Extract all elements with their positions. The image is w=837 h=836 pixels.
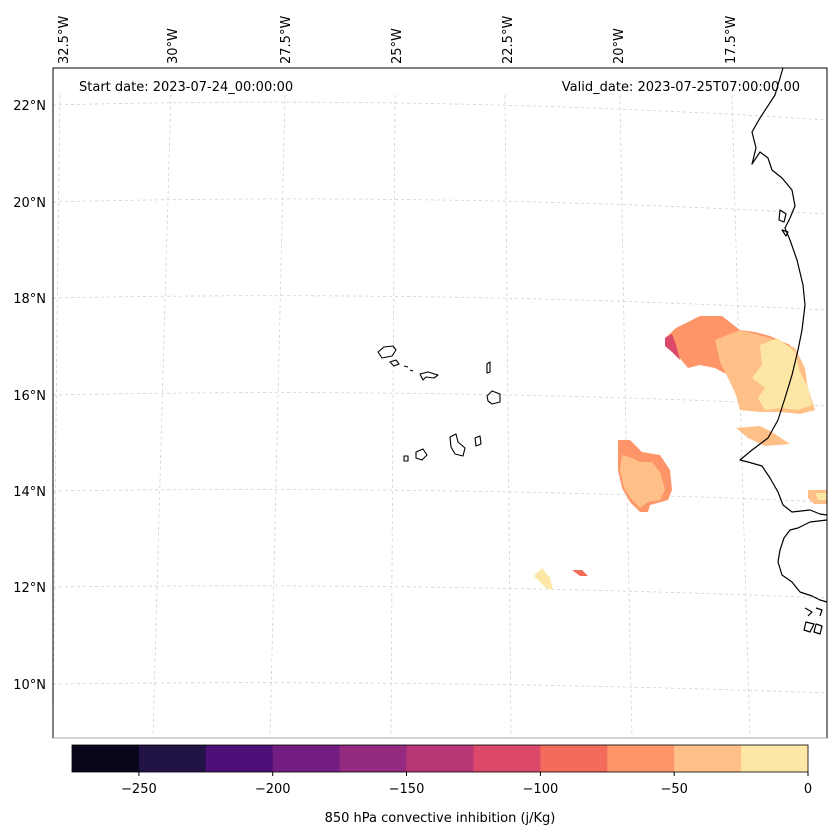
gridlines	[52, 94, 828, 739]
colorbar-tick-label: −150	[389, 782, 425, 797]
lon-label: 17.5°W	[724, 16, 739, 64]
lon-label: 25°W	[390, 28, 405, 64]
lat-label: 20°N	[13, 196, 46, 211]
lon-label: 20°W	[612, 28, 627, 64]
colorbar-bin	[272, 745, 341, 772]
santo-antao-island	[377, 345, 397, 359]
colorbar-tick-label: −100	[523, 782, 559, 797]
sal-island	[486, 361, 491, 374]
colorbar-tick-label: −250	[121, 782, 157, 797]
colorbar-bin	[205, 745, 274, 772]
santiago-island	[449, 433, 466, 457]
brava-island	[403, 455, 409, 462]
colorbar-bin	[72, 745, 140, 772]
colorbar-bins	[72, 745, 809, 772]
senegal-detail	[778, 209, 789, 237]
colorbar-tick-labels: −250 −200 −150 −100 −50 0	[121, 782, 812, 797]
colorbar-tick-label: −200	[255, 782, 291, 797]
colorbar-bin	[339, 745, 408, 772]
lat-label: 10°N	[13, 678, 46, 693]
contour-offshore-peach	[620, 455, 665, 508]
lon-labels: 32.5°W 30°W 27.5°W 25°W 22.5°W 20°W 17.5…	[57, 16, 739, 64]
colorbar-bin	[741, 745, 809, 772]
maio-island	[474, 435, 482, 447]
colorbar-tick-label: −50	[660, 782, 687, 797]
cin-contours	[534, 316, 827, 590]
sao-vicente-island	[389, 359, 400, 367]
colorbar-outline	[71, 744, 809, 773]
contour-small-orange	[572, 570, 588, 576]
valid-date-label: Valid_date: 2023-07-25T07:00:00.00	[562, 80, 800, 95]
colorbar-bin	[674, 745, 742, 772]
lon-label: 22.5°W	[501, 16, 516, 64]
lat-label: 16°N	[13, 389, 46, 404]
colorbar-bin	[540, 745, 608, 772]
lat-label: 14°N	[13, 485, 46, 500]
lon-label: 27.5°W	[279, 16, 294, 64]
lat-label: 12°N	[13, 581, 46, 596]
boa-vista-island	[486, 390, 501, 405]
colorbar-tick-label: 0	[804, 782, 812, 797]
colorbar-bin	[406, 745, 474, 772]
lon-label: 32.5°W	[57, 16, 72, 64]
contour-small-yellow	[534, 568, 553, 590]
sao-nicolau-island	[419, 371, 439, 381]
lon-label: 30°W	[166, 28, 181, 64]
african-coastline	[739, 67, 828, 516]
coastlines	[739, 67, 828, 635]
colorbar-bin	[473, 745, 541, 772]
colorbar-ticks	[138, 772, 809, 776]
start-date-label: Start date: 2023-07-24_00:00:00	[79, 80, 293, 95]
lat-label: 18°N	[13, 292, 46, 307]
colorbar-bin	[607, 745, 675, 772]
lat-label: 22°N	[13, 99, 46, 114]
santa-luzia-island	[403, 365, 414, 372]
contour-east-patch-core	[815, 493, 827, 500]
colorbar-bin	[138, 745, 207, 772]
lat-labels: 22°N 20°N 18°N 16°N 14°N 12°N 10°N	[13, 99, 46, 693]
cape-verde-islands	[377, 345, 501, 462]
fogo-island	[415, 448, 428, 461]
guinea-coastline	[777, 519, 828, 603]
colorbar-label: 850 hPa convective inhibition (j/Kg)	[325, 811, 556, 826]
colorbar: −250 −200 −150 −100 −50 0 850 hPa convec…	[71, 744, 812, 826]
islands-bijagos	[803, 607, 823, 635]
contour-red-edge	[665, 334, 680, 360]
contour-yellow-core	[752, 338, 812, 410]
contour-coast-strip	[736, 426, 790, 446]
